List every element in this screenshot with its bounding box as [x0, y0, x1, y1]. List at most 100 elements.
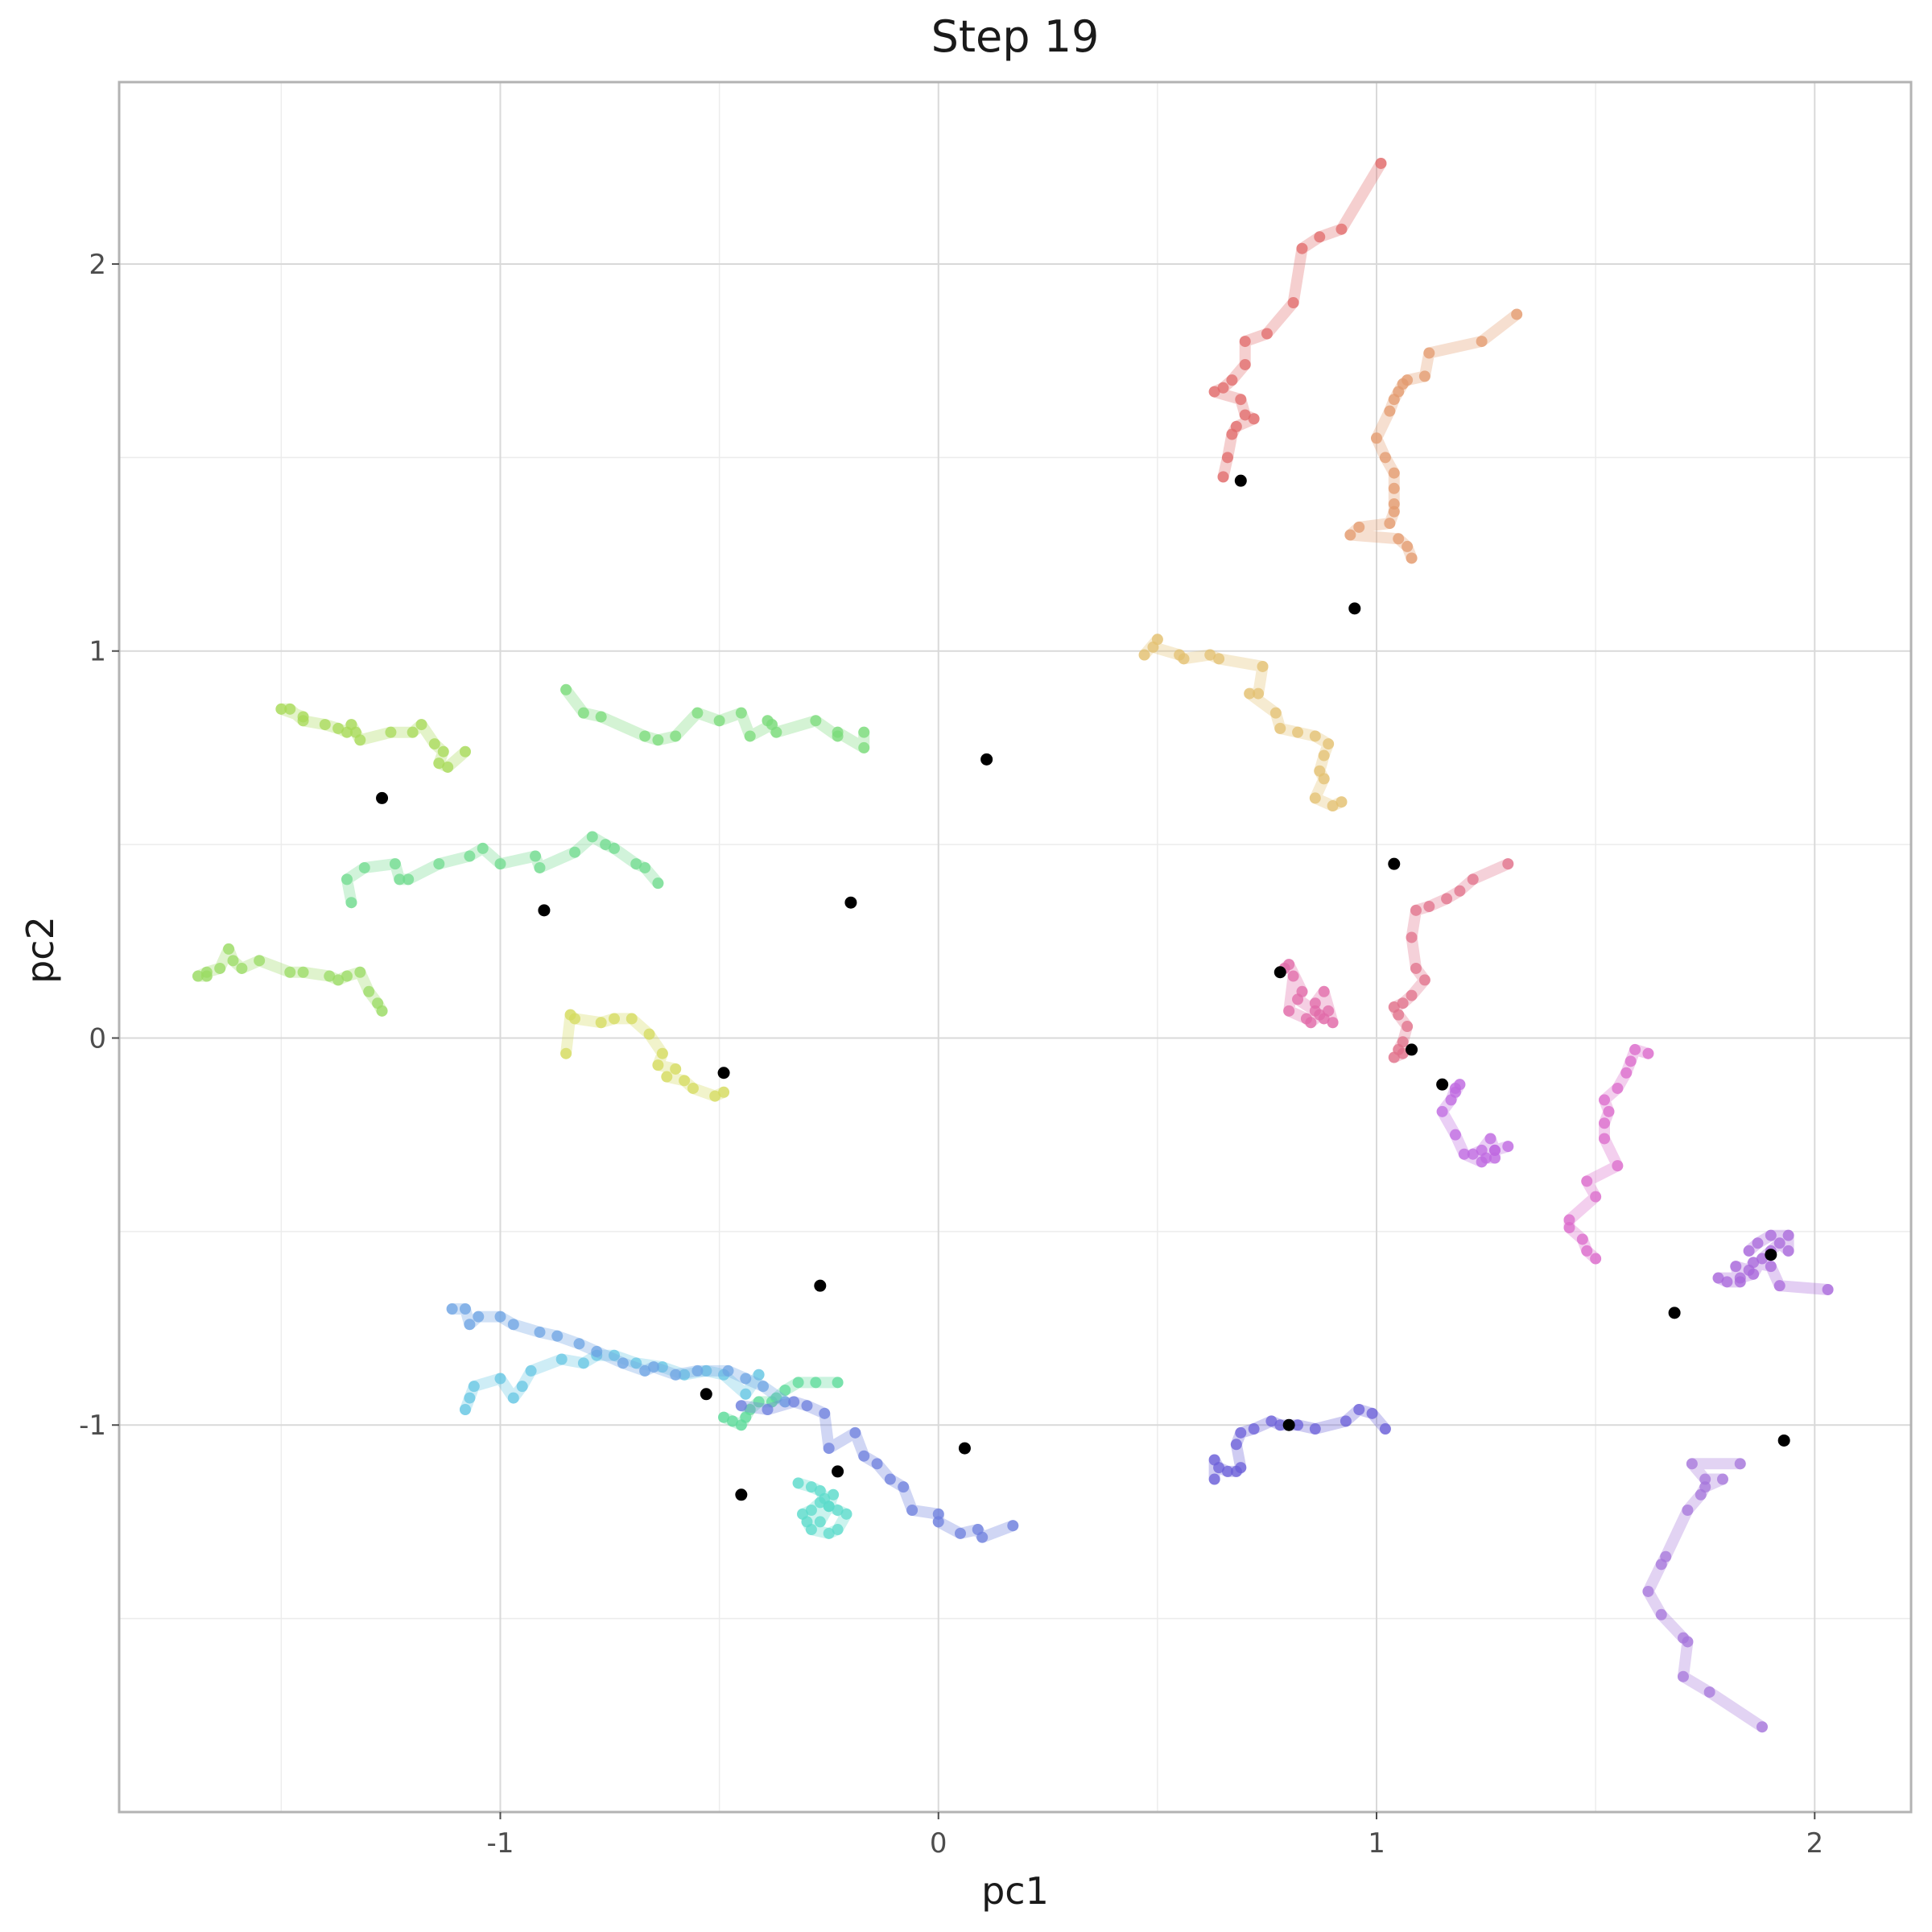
data-point: [1642, 1047, 1654, 1059]
data-point: [1484, 1133, 1496, 1145]
data-point: [1007, 1520, 1019, 1532]
data-point: [1590, 1191, 1602, 1203]
data-point: [814, 1516, 826, 1528]
data-point: [507, 1392, 519, 1404]
data-point: [1226, 374, 1238, 386]
series-trajectory: [735, 1396, 1019, 1543]
series-trajectory: [792, 1477, 852, 1539]
data-point: [1782, 1245, 1794, 1257]
data-point: [477, 842, 489, 854]
data-point: [1476, 336, 1488, 348]
data-point: [1449, 1129, 1461, 1141]
data-point: [564, 1009, 576, 1021]
data-point: [1612, 1082, 1624, 1094]
data-point: [1406, 552, 1418, 564]
data-point: [1393, 1009, 1405, 1021]
data-point: [753, 1368, 765, 1381]
data-point: [372, 997, 384, 1009]
data-point: [560, 683, 572, 696]
data-point: [609, 842, 621, 854]
data-point: [534, 1326, 546, 1338]
data-point: [718, 1086, 730, 1098]
data-point: [223, 943, 235, 955]
data-point: [341, 970, 353, 982]
data-point: [1309, 730, 1321, 742]
data-point: [1773, 1280, 1785, 1292]
data-point: [832, 730, 844, 742]
y-tick-label: 0: [89, 1022, 106, 1055]
data-point: [1309, 792, 1321, 804]
data-point: [858, 726, 870, 738]
centroid-point: [814, 1279, 827, 1292]
data-point: [1230, 1439, 1242, 1451]
data-point: [858, 1450, 870, 1462]
data-point: [932, 1516, 944, 1528]
data-point: [516, 1381, 528, 1393]
data-point: [1441, 893, 1453, 905]
data-point: [394, 873, 406, 886]
data-point: [1138, 649, 1150, 661]
centroid-point: [844, 896, 857, 909]
data-point: [433, 758, 445, 770]
data-point: [1300, 1013, 1312, 1025]
data-point: [1269, 707, 1282, 719]
grid: [119, 82, 1911, 1812]
x-tick-label: 0: [930, 1827, 947, 1860]
data-point: [254, 955, 266, 967]
data-point: [779, 1396, 791, 1408]
data-point: [691, 707, 704, 719]
centroid-point: [1348, 602, 1361, 615]
data-point: [1283, 1005, 1295, 1017]
data-point: [1734, 1458, 1746, 1470]
data-point: [577, 1357, 589, 1369]
data-point: [284, 966, 296, 978]
data-point: [1449, 1086, 1461, 1098]
data-point: [1208, 1454, 1220, 1466]
series-trajectory: [459, 1349, 765, 1416]
series-trajectory: [1388, 858, 1514, 1063]
data-point: [766, 719, 778, 731]
data-point: [740, 1373, 752, 1385]
data-point: [1410, 904, 1422, 916]
data-point: [1418, 974, 1430, 986]
data-point: [1782, 1229, 1794, 1241]
data-point: [1388, 506, 1400, 518]
data-point: [358, 861, 370, 873]
data-point: [1344, 529, 1356, 541]
data-point: [1502, 1141, 1514, 1153]
data-point: [832, 1377, 844, 1389]
data-point: [1340, 1415, 1352, 1427]
data-point: [1699, 1473, 1711, 1485]
series-path: [1642, 1458, 1768, 1733]
data-point: [1743, 1245, 1755, 1257]
data-point: [643, 1028, 655, 1040]
series-trajectory: [1344, 308, 1523, 564]
data-point: [1624, 1055, 1637, 1067]
series-layer: [192, 157, 1834, 1733]
centroid-point: [1765, 1249, 1777, 1261]
data-point: [1388, 467, 1400, 479]
data-point: [1454, 885, 1466, 897]
series-path: [735, 1396, 1019, 1543]
series-trajectory: [1642, 1458, 1768, 1733]
data-point: [1599, 1117, 1611, 1129]
data-point: [473, 1311, 485, 1323]
data-point: [1384, 518, 1396, 530]
data-point: [1563, 1214, 1575, 1226]
data-point: [1590, 1253, 1602, 1265]
centroid-point: [700, 1388, 712, 1401]
data-point: [591, 1345, 603, 1357]
data-point: [1335, 796, 1348, 808]
data-point: [1423, 901, 1435, 913]
data-point: [284, 703, 296, 715]
data-point: [586, 831, 598, 843]
data-point: [389, 858, 401, 870]
data-point: [670, 1063, 682, 1075]
data-point: [1147, 641, 1159, 653]
data-point: [1402, 1021, 1414, 1033]
data-point: [1379, 1423, 1391, 1435]
data-point: [639, 730, 651, 742]
data-point: [814, 1496, 826, 1509]
data-point: [560, 1047, 572, 1059]
data-point: [1699, 1481, 1711, 1493]
